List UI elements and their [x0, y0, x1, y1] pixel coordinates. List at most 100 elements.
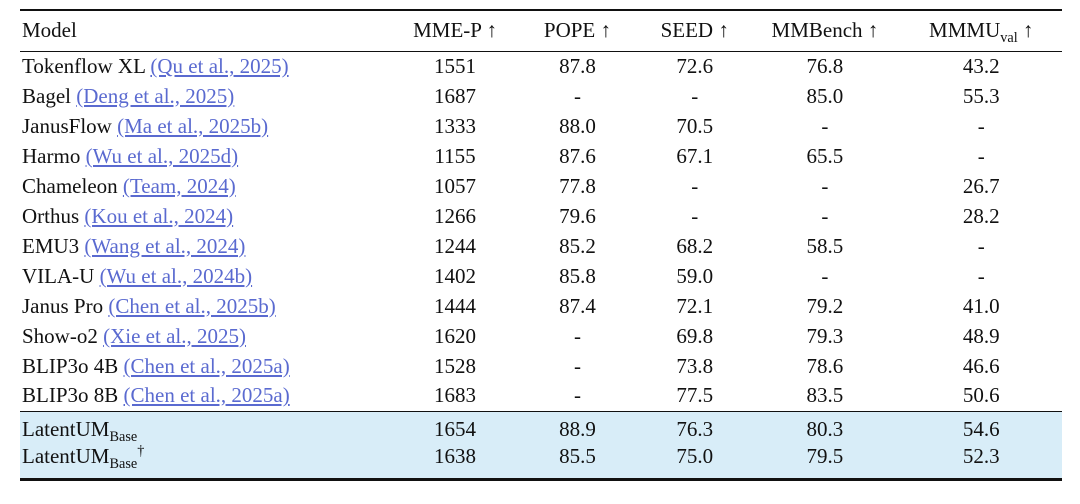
table-row: Tokenflow XL (Qu et al., 2025) 1551 87.8 72… [20, 51, 1062, 81]
citation-link[interactable]: (Wang et al., 2024) [84, 233, 246, 258]
value-cell: 28.2 [962, 203, 1000, 228]
model-cell: Bagel (Deng et al., 2025) [20, 81, 395, 111]
value-cell: 68.2 [676, 233, 714, 258]
value-cell: 87.4 [559, 293, 596, 318]
up-arrow-icon: ↑ [867, 18, 879, 43]
value-cell: - [821, 113, 829, 138]
citation-link[interactable]: (Kou et al., 2024) [84, 203, 234, 228]
value-cell: 55.3 [962, 83, 1000, 108]
value-cell: 79.6 [559, 203, 596, 228]
table-row: Orthus (Kou et al., 2024) 1266 79.6 - - 28.2 [20, 201, 1062, 231]
value-cell: 41.0 [962, 293, 1000, 318]
value-cell: 1683 [434, 383, 477, 408]
value-cell: 77.8 [559, 173, 596, 198]
model-cell: BLIP3o 8B (Chen et al., 2025a) [20, 381, 395, 411]
value-cell: 76.3 [676, 416, 714, 441]
value-cell: - [977, 113, 985, 138]
citation-link[interactable]: (Qu et al., 2025) [150, 54, 289, 79]
value-cell: 88.0 [559, 113, 596, 138]
up-arrow-icon: ↑ [600, 18, 612, 43]
value-cell: - [573, 323, 581, 348]
citation-link[interactable]: (Ma et al., 2025b) [117, 113, 269, 138]
model-name-subscript: Base [109, 428, 138, 445]
value-cell: 85.8 [559, 263, 596, 288]
value-cell: - [691, 173, 699, 198]
table-row: Janus Pro (Chen et al., 2025b) 1444 87.4 72… [20, 291, 1062, 321]
model-name-subscript: Base [109, 455, 138, 472]
model-cell: Chameleon (Team, 2024) [20, 171, 395, 201]
model-name: Tokenflow XL [22, 54, 146, 79]
value-cell: 1244 [434, 233, 477, 258]
table-row: JanusFlow (Ma et al., 2025b) 1333 88.0 70.5… [20, 111, 1062, 141]
highlighted-table-row: LatentUMBase 1654 88.9 76.3 80.3 54.6 [20, 411, 1062, 445]
value-cell: 73.8 [676, 353, 714, 378]
benchmark-table: Model MME-P ↑ POPE ↑ SEED ↑ MMBench ↑ MMMUval… [20, 9, 1062, 481]
value-cell: - [977, 143, 985, 168]
table-row: BLIP3o 8B (Chen et al., 2025a) 1683 - 77.5 8… [20, 381, 1062, 411]
citation-link[interactable]: (Chen et al., 2025b) [108, 293, 276, 318]
value-cell: 87.8 [559, 54, 596, 79]
table-row: Chameleon (Team, 2024) 1057 77.8 - - 26.7 [20, 171, 1062, 201]
value-cell: 58.5 [806, 233, 844, 258]
model-name: BLIP3o 8B [22, 383, 119, 408]
model-cell: EMU3 (Wang et al., 2024) [20, 231, 395, 261]
value-cell: 70.5 [676, 113, 714, 138]
value-cell: 85.5 [559, 443, 596, 468]
value-cell: 1444 [434, 293, 477, 318]
model-name: Show-o2 [22, 323, 98, 348]
citation-link[interactable]: (Chen et al., 2025a) [123, 353, 290, 378]
table-row: Show-o2 (Xie et al., 2025) 1620 - 69.8 79.3 4… [20, 321, 1062, 351]
citation-link[interactable]: (Team, 2024) [122, 173, 236, 198]
model-cell: Tokenflow XL (Qu et al., 2025) [20, 51, 395, 81]
value-cell: - [977, 233, 985, 258]
baseline-rows: Tokenflow XL (Qu et al., 2025) 1551 87.8 72… [20, 51, 1062, 411]
value-cell: 76.8 [806, 54, 844, 79]
model-cell: BLIP3o 4B (Chen et al., 2025a) [20, 351, 395, 381]
value-cell: - [573, 353, 581, 378]
column-label-subscript: val [1000, 30, 1018, 47]
model-cell: LatentUMBase [20, 411, 395, 445]
model-cell: VILA-U (Wu et al., 2024b) [20, 261, 395, 291]
up-arrow-icon: ↑ [718, 18, 729, 43]
table-row: Harmo (Wu et al., 2025d) 1155 87.6 67.1 65.5… [20, 141, 1062, 171]
citation-link[interactable]: (Chen et al., 2025a) [123, 383, 290, 408]
value-cell: - [691, 203, 699, 228]
value-cell: 1654 [434, 416, 477, 441]
value-cell: - [821, 263, 829, 288]
value-cell: 59.0 [676, 263, 714, 288]
value-cell: 79.3 [806, 323, 844, 348]
value-cell: 87.6 [559, 143, 596, 168]
value-cell: 54.6 [962, 416, 1000, 441]
highlighted-table-row: LatentUMBase† 1638 85.5 75.0 79.5 52.3 [20, 443, 1062, 480]
column-label: SEED [660, 18, 714, 43]
value-cell: 1266 [434, 203, 477, 228]
value-cell: 52.3 [962, 443, 1000, 468]
model-name: EMU3 [22, 233, 80, 258]
column-header-seed: SEED ↑ [639, 10, 750, 52]
model-cell: JanusFlow (Ma et al., 2025b) [20, 111, 395, 141]
value-cell: - [977, 263, 985, 288]
model-name: JanusFlow [22, 113, 112, 138]
citation-link[interactable]: (Xie et al., 2025) [103, 323, 246, 348]
model-cell: Harmo (Wu et al., 2025d) [20, 141, 395, 171]
value-cell: 50.6 [962, 383, 1000, 408]
table-row: EMU3 (Wang et al., 2024) 1244 85.2 68.2 58.5… [20, 231, 1062, 261]
citation-link[interactable]: (Wu et al., 2025d) [85, 143, 239, 168]
column-label: MMBench [771, 18, 863, 43]
model-cell: Show-o2 (Xie et al., 2025) [20, 321, 395, 351]
model-name: LatentUM [22, 443, 110, 468]
value-cell: - [573, 383, 581, 408]
column-label: MMMU [929, 18, 1001, 43]
value-cell: 46.6 [962, 353, 1000, 378]
value-cell: 1057 [434, 173, 477, 198]
value-cell: - [573, 83, 581, 108]
table-row: BLIP3o 4B (Chen et al., 2025a) 1528 - 73.8 7… [20, 351, 1062, 381]
column-header-mmbench: MMBench ↑ [749, 10, 901, 52]
column-header-mme-p: MME-P ↑ [395, 10, 515, 52]
citation-link[interactable]: (Wu et al., 2024b) [99, 263, 253, 288]
value-cell: 72.1 [676, 293, 714, 318]
citation-link[interactable]: (Deng et al., 2025) [76, 83, 235, 108]
table-row: VILA-U (Wu et al., 2024b) 1402 85.8 59.0 - - [20, 261, 1062, 291]
value-cell: 1687 [434, 83, 477, 108]
column-label: MME-P [413, 18, 482, 43]
